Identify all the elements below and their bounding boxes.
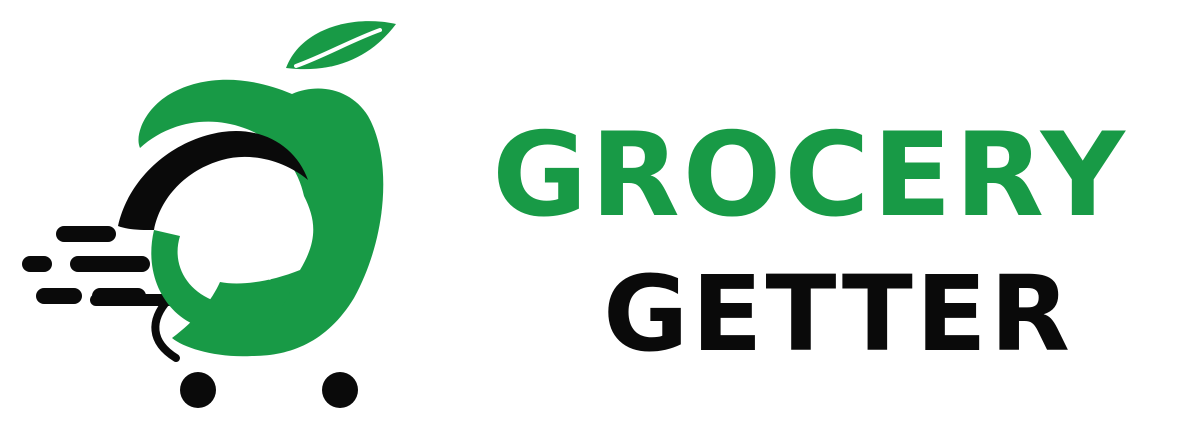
apple-cart-g-icon: [22, 21, 396, 408]
g-inner-cut: [262, 196, 304, 280]
speed-line: [22, 256, 52, 272]
cart-wheel-right: [322, 372, 358, 408]
speed-line: [36, 288, 82, 304]
speed-line: [56, 226, 116, 242]
g-lower-curve: [151, 230, 290, 332]
cart-wheel-left: [180, 372, 216, 408]
cart-body-line: [151, 296, 180, 362]
wordmark-grocery: GROCERY: [492, 108, 1128, 243]
wordmark: GROCERY GETTER: [440, 0, 1180, 446]
speed-line: [70, 256, 150, 272]
apple-body: [138, 79, 384, 357]
leaf-vein: [294, 28, 382, 68]
speed-line: [92, 288, 146, 304]
wordmark-getter: GETTER: [603, 253, 1073, 375]
cart-handle-swoosh: [118, 130, 308, 230]
